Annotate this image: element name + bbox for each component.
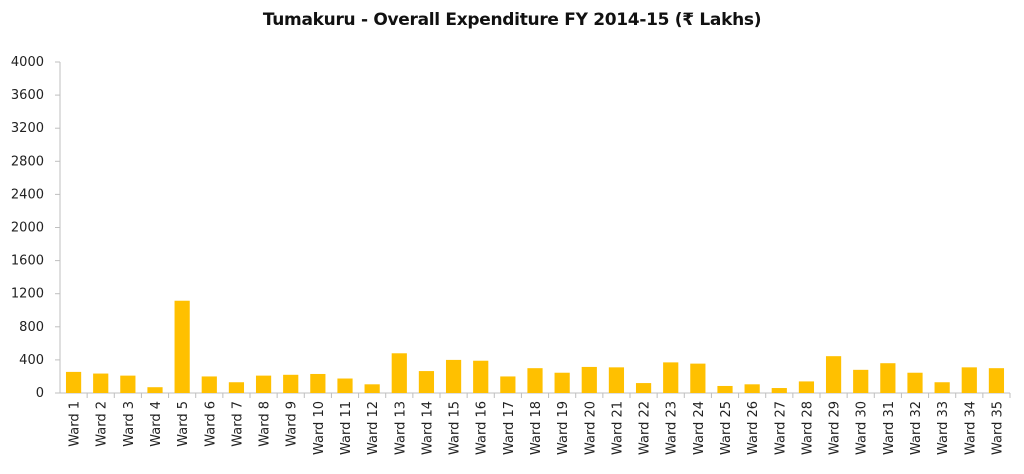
x-axis: Ward 1 Ward 2 Ward 3 Ward 4 Ward 5 Ward 6 Ward… bbox=[68, 393, 1011, 455]
x-tick-label: Ward 1 bbox=[68, 401, 83, 447]
y-tick-label: 4000 bbox=[11, 55, 44, 70]
bar-24 bbox=[690, 363, 706, 393]
bar-16 bbox=[473, 360, 489, 393]
y-tick-label: 2800 bbox=[11, 154, 44, 169]
x-tick-label: Ward 15 bbox=[448, 401, 463, 455]
bar-7 bbox=[228, 382, 245, 393]
bar-35 bbox=[988, 368, 1005, 393]
bar-3 bbox=[120, 375, 136, 393]
bar-29 bbox=[825, 356, 842, 393]
chart-title: Tumakuru - Overall Expenditure FY 2014-1… bbox=[262, 10, 762, 30]
x-tick-label: Ward 16 bbox=[475, 401, 490, 455]
y-axis: 0 400 800 1200 1600 2000 2400 2800 3200 3600 4000 bbox=[11, 55, 60, 401]
x-tick-label: Ward 17 bbox=[502, 401, 517, 455]
bar-28 bbox=[798, 381, 815, 393]
x-tick-label: Ward 30 bbox=[855, 401, 870, 455]
x-tick-label: Ward 12 bbox=[366, 401, 381, 455]
x-tick-label: Ward 23 bbox=[665, 401, 680, 455]
bar-26 bbox=[744, 384, 760, 393]
bar-32 bbox=[907, 372, 923, 393]
bar-20 bbox=[581, 366, 597, 393]
bar-33 bbox=[934, 382, 950, 393]
bar-1 bbox=[65, 371, 82, 393]
y-tick-label: 2400 bbox=[11, 187, 44, 202]
bar-23 bbox=[663, 362, 679, 393]
x-tick-label: Ward 21 bbox=[610, 401, 625, 455]
bar-18 bbox=[527, 368, 543, 393]
bar-34 bbox=[961, 367, 977, 393]
x-tick-label: Ward 18 bbox=[529, 401, 544, 455]
x-tick-label: Ward 6 bbox=[203, 401, 218, 447]
x-tick-label: Ward 8 bbox=[258, 401, 273, 447]
bar-25 bbox=[717, 385, 733, 393]
bar-27 bbox=[771, 388, 787, 393]
y-tick-label: 1600 bbox=[11, 254, 44, 269]
y-tick-label: 800 bbox=[19, 320, 44, 335]
x-tick-label: Ward 14 bbox=[420, 401, 435, 455]
bar-8 bbox=[255, 375, 272, 393]
bar-22 bbox=[635, 383, 652, 393]
x-tick-label: Ward 35 bbox=[990, 401, 1005, 455]
x-tick-label: Ward 10 bbox=[312, 401, 327, 455]
y-tick-label: 3600 bbox=[11, 88, 44, 103]
bar-6 bbox=[201, 376, 217, 393]
bar-10 bbox=[310, 373, 326, 393]
x-tick-label: Ward 4 bbox=[149, 401, 164, 447]
y-tick-label: 2000 bbox=[11, 221, 44, 236]
bar-9 bbox=[283, 374, 299, 393]
x-tick-label: Ward 5 bbox=[176, 401, 191, 447]
x-tick-label: Ward 32 bbox=[909, 401, 924, 455]
bar-2 bbox=[93, 373, 109, 393]
bar-11 bbox=[337, 378, 353, 393]
x-tick-label: Ward 20 bbox=[583, 401, 598, 455]
x-tick-label: Ward 28 bbox=[800, 401, 815, 455]
bar-19 bbox=[554, 372, 570, 393]
bar-21 bbox=[608, 367, 625, 393]
x-tick-label: Ward 19 bbox=[556, 401, 571, 455]
x-tick-label: Ward 33 bbox=[936, 401, 951, 455]
bar-5 bbox=[174, 300, 190, 393]
x-tick-label: Ward 13 bbox=[393, 401, 408, 455]
x-tick-label: Ward 29 bbox=[828, 401, 843, 455]
bars-group bbox=[65, 300, 1005, 393]
x-tick-label: Ward 11 bbox=[339, 401, 354, 455]
bar-4 bbox=[147, 387, 163, 393]
x-tick-label: Ward 7 bbox=[230, 401, 245, 447]
y-tick-label: 0 bbox=[36, 386, 44, 401]
x-tick-label: Ward 9 bbox=[285, 401, 300, 447]
bar-30 bbox=[853, 369, 869, 393]
x-tick-label: Ward 24 bbox=[692, 401, 707, 455]
bar-12 bbox=[364, 384, 380, 393]
x-tick-label: Ward 3 bbox=[122, 401, 137, 447]
y-tick-label: 1200 bbox=[11, 287, 44, 302]
bar-13 bbox=[391, 353, 407, 393]
bar-17 bbox=[500, 376, 516, 393]
bar-14 bbox=[418, 371, 435, 393]
x-tick-label: Ward 25 bbox=[719, 401, 734, 455]
x-tick-label: Ward 34 bbox=[963, 401, 978, 455]
x-tick-label: Ward 2 bbox=[95, 401, 110, 447]
y-tick-label: 400 bbox=[19, 353, 44, 368]
bar-15 bbox=[445, 359, 462, 393]
y-tick-label: 3200 bbox=[11, 121, 44, 136]
x-tick-label: Ward 26 bbox=[746, 401, 761, 455]
bar-31 bbox=[880, 363, 896, 393]
x-tick-label: Ward 27 bbox=[773, 401, 788, 455]
x-tick-label: Ward 22 bbox=[638, 401, 653, 455]
x-tick-label: Ward 31 bbox=[882, 401, 897, 455]
